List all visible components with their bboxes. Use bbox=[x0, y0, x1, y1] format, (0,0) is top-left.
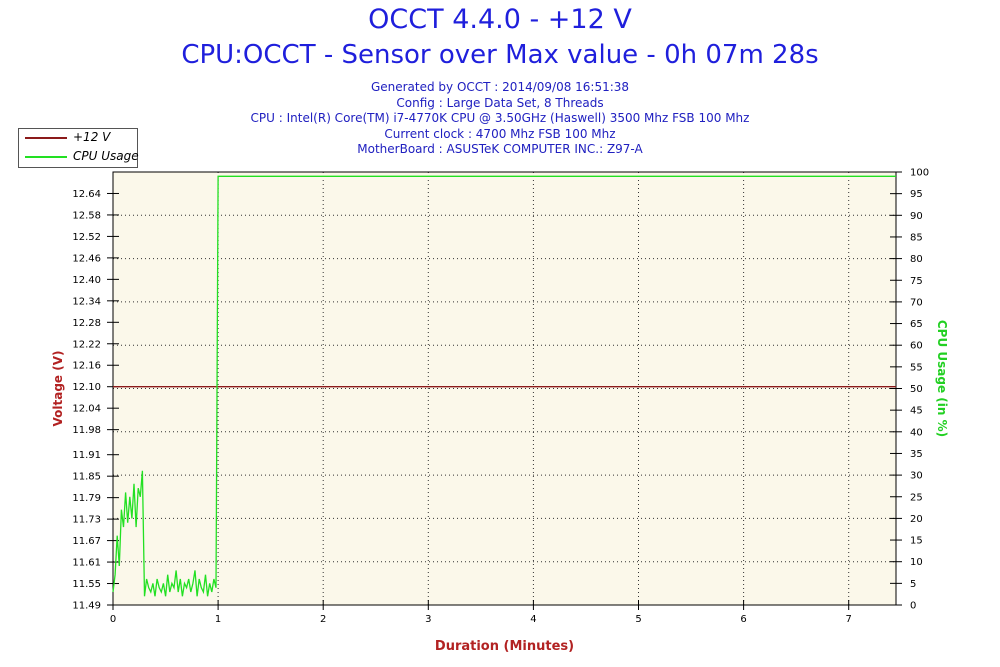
y2-tick-label: 100 bbox=[910, 168, 929, 179]
y2-tick-label: 85 bbox=[910, 232, 923, 243]
plot-area bbox=[113, 172, 896, 605]
y-tick-label: 11.67 bbox=[72, 536, 101, 547]
y-tick-label: 11.85 bbox=[72, 472, 101, 483]
y2-axis-label: CPU Usage (in %) bbox=[935, 320, 949, 437]
y2-tick-label: 75 bbox=[910, 276, 923, 287]
y2-tick-label: 70 bbox=[910, 297, 923, 308]
y2-tick-label: 65 bbox=[910, 319, 923, 330]
y2-tick-label: 5 bbox=[910, 579, 916, 590]
legend-label-voltage: +12 V bbox=[73, 130, 111, 144]
legend-swatch-cpu bbox=[25, 156, 67, 158]
y-tick-label: 12.52 bbox=[72, 232, 101, 243]
legend-entry-cpu: CPU Usage bbox=[19, 148, 139, 166]
y-tick-label: 12.46 bbox=[72, 253, 101, 264]
info-clock: Current clock : 4700 Mhz FSB 100 Mhz bbox=[384, 127, 616, 141]
chart-title: OCCT 4.4.0 - +12 V bbox=[368, 4, 632, 35]
info-generated: Generated by OCCT : 2014/09/08 16:51:38 bbox=[370, 80, 630, 94]
y2-tick-label: 45 bbox=[910, 406, 923, 417]
y-tick-label: 12.16 bbox=[72, 361, 101, 372]
y2-tick-label: 95 bbox=[910, 189, 923, 200]
x-axis-label: Duration (Minutes) bbox=[435, 639, 574, 654]
y2-tick-label: 10 bbox=[910, 557, 923, 568]
y2-tick-label: 0 bbox=[910, 601, 916, 612]
y-axis-label: Voltage (V) bbox=[51, 351, 65, 427]
x-tick-label: 3 bbox=[425, 614, 431, 625]
x-tick-label: 7 bbox=[846, 614, 852, 625]
y2-tick-label: 40 bbox=[910, 427, 923, 438]
legend-swatch-voltage bbox=[25, 137, 67, 139]
y2-tick-label: 60 bbox=[910, 341, 923, 352]
y-tick-label: 11.61 bbox=[72, 558, 101, 569]
y2-tick-label: 15 bbox=[910, 536, 923, 547]
series-line-cpu bbox=[112, 175, 896, 597]
y2-tick-label: 20 bbox=[910, 514, 923, 525]
y-tick-label: 11.98 bbox=[72, 425, 101, 436]
y-tick-label: 11.49 bbox=[72, 601, 101, 612]
x-tick-label: 4 bbox=[530, 614, 536, 625]
y2-tick-label: 30 bbox=[910, 471, 923, 482]
y-tick-label: 12.22 bbox=[72, 339, 101, 350]
y-tick-label: 11.73 bbox=[72, 515, 101, 526]
y-tick-label: 12.10 bbox=[72, 382, 101, 393]
chart-subtitle: CPU:OCCT - Sensor over Max value - 0h 07… bbox=[181, 40, 819, 70]
x-tick-label: 0 bbox=[110, 614, 116, 625]
x-tick-label: 6 bbox=[740, 614, 746, 625]
y-tick-label: 12.40 bbox=[72, 275, 101, 286]
y2-tick-label: 50 bbox=[910, 384, 923, 395]
info-cpu: CPU : Intel(R) Core(TM) i7-4770K CPU @ 3… bbox=[250, 111, 750, 125]
y2-tick-label: 55 bbox=[910, 362, 923, 373]
info-config: Config : Large Data Set, 8 Threads bbox=[396, 96, 604, 110]
y2-tick-label: 90 bbox=[910, 211, 923, 222]
y2-tick-label: 25 bbox=[910, 492, 923, 503]
info-motherboard: MotherBoard : ASUSTeK COMPUTER INC.: Z97… bbox=[357, 142, 643, 156]
y-tick-label: 12.28 bbox=[72, 318, 101, 329]
y-tick-label: 12.64 bbox=[72, 189, 101, 200]
y-tick-label: 11.79 bbox=[72, 493, 101, 504]
x-tick-label: 5 bbox=[635, 614, 641, 625]
y-tick-label: 12.04 bbox=[72, 404, 101, 415]
y-tick-label: 12.58 bbox=[72, 210, 101, 221]
y2-tick-label: 80 bbox=[910, 254, 923, 265]
legend-label-cpu: CPU Usage bbox=[73, 149, 139, 163]
y-tick-label: 11.55 bbox=[72, 579, 101, 590]
y-tick-label: 12.34 bbox=[72, 296, 101, 307]
x-tick-label: 1 bbox=[215, 614, 221, 625]
legend-entry-voltage: +12 V bbox=[19, 129, 137, 147]
legend: +12 V CPU Usage bbox=[18, 128, 139, 168]
y2-tick-label: 35 bbox=[910, 449, 923, 460]
y-tick-label: 11.91 bbox=[72, 450, 101, 461]
x-tick-label: 2 bbox=[320, 614, 326, 625]
